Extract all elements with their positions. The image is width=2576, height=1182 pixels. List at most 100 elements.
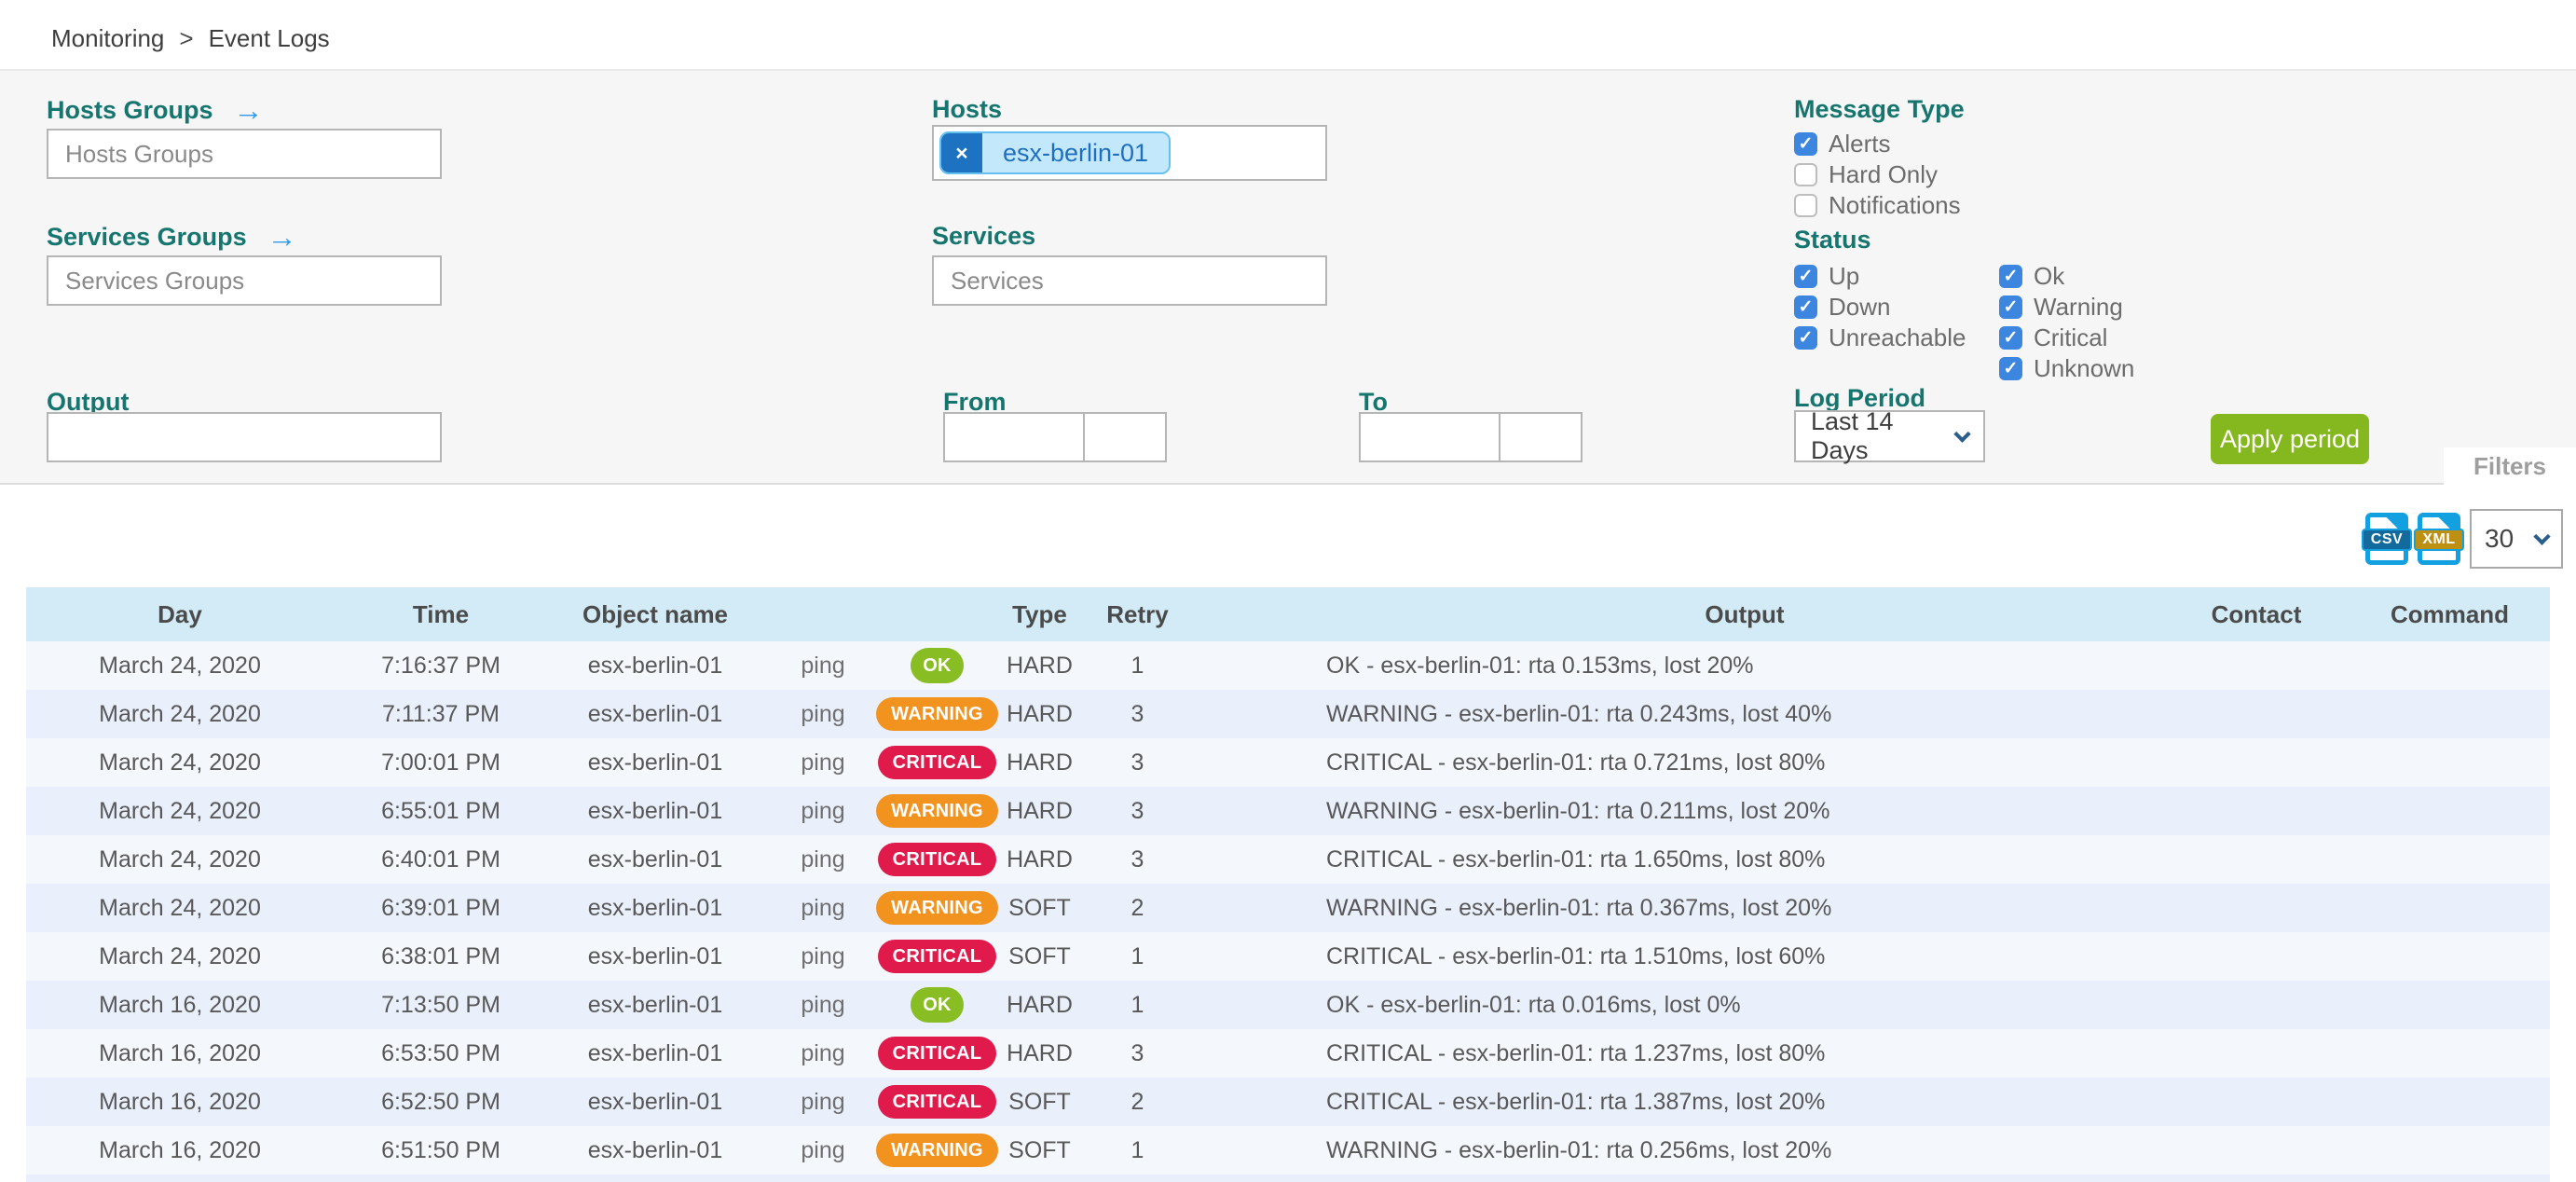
checkbox[interactable] (1794, 194, 1817, 217)
cell-day: March 24, 2020 (99, 894, 261, 921)
checkbox[interactable] (1794, 132, 1817, 156)
status-option[interactable]: Up (1794, 261, 1966, 292)
cell-time: 6:38:01 PM (381, 942, 500, 969)
services-groups-label: Services Groups (47, 222, 247, 251)
cell-object-name[interactable]: esx-berlin-01 (587, 652, 723, 679)
cell-day: March 16, 2020 (99, 1136, 261, 1163)
header-output: Output (1705, 599, 1785, 628)
from-time-input[interactable] (1083, 412, 1167, 462)
hosts-label: Hosts (932, 95, 1003, 123)
message-type-option[interactable]: Notifications (1794, 190, 1961, 221)
checkbox[interactable] (1999, 357, 2022, 380)
cell-service[interactable]: ping (801, 1088, 845, 1115)
cell-object-name[interactable]: esx-berlin-01 (587, 1136, 723, 1163)
cell-output: WARNING - esx-berlin-01: rta 0.367ms, lo… (1326, 894, 1832, 921)
message-type-option[interactable]: Alerts (1794, 129, 1961, 159)
cell-object-name[interactable]: esx-berlin-01 (587, 1039, 723, 1066)
cell-object-name[interactable]: esx-berlin-01 (587, 894, 723, 921)
status-option[interactable]: Down (1794, 292, 1966, 323)
services-input[interactable] (932, 255, 1327, 306)
checkbox[interactable] (1794, 163, 1817, 186)
cell-output: OK - esx-berlin-01: rta 0.016ms, lost 0% (1326, 991, 1741, 1018)
cell-object-name[interactable]: esx-berlin-01 (587, 991, 723, 1018)
cell-object-name[interactable]: esx-berlin-01 (587, 700, 723, 727)
page-size-select[interactable]: 30 (2470, 509, 2563, 569)
services-groups-input[interactable] (47, 255, 442, 306)
cell-type: SOFT (1008, 1136, 1071, 1163)
cell-type: SOFT (1008, 1088, 1071, 1115)
xml-band: XML (2414, 529, 2464, 551)
checkbox-label: Up (1829, 262, 1860, 290)
status-option[interactable]: Critical (1999, 323, 2134, 353)
checkbox[interactable] (1794, 265, 1817, 288)
page-size-value: 30 (2485, 524, 2514, 553)
filter-panel: Hosts Groups → Services Groups → Output … (0, 69, 2576, 485)
checkbox[interactable] (1794, 296, 1817, 319)
cell-object-name[interactable]: esx-berlin-01 (587, 1088, 723, 1115)
cell-service[interactable]: ping (801, 652, 845, 679)
cell-day: March 24, 2020 (99, 749, 261, 776)
hosts-groups-arrow-icon[interactable]: → (233, 93, 264, 127)
header-day: Day (158, 599, 202, 628)
table-row: March 24, 2020 6:55:01 PM esx-berlin-01 … (26, 787, 2550, 835)
cell-time: 7:00:01 PM (381, 749, 500, 776)
checkbox[interactable] (1794, 326, 1817, 350)
to-time-input[interactable] (1499, 412, 1583, 462)
cell-service[interactable]: ping (801, 845, 845, 873)
cell-service[interactable]: ping (801, 700, 845, 727)
status-option[interactable]: Unreachable (1794, 323, 1966, 353)
hosts-input[interactable]: × esx-berlin-01 (932, 125, 1327, 181)
from-date-input[interactable] (943, 412, 1085, 462)
log-period-label: Log Period (1794, 384, 1925, 412)
header-contact: Contact (2211, 599, 2302, 628)
cell-output: CRITICAL - esx-berlin-01: rta 1.510ms, l… (1326, 942, 1826, 969)
status-badge: CRITICAL (877, 940, 997, 973)
cell-output: CRITICAL - esx-berlin-01: rta 1.387ms, l… (1326, 1088, 1826, 1115)
table-body: March 24, 2020 7:16:37 PM esx-berlin-01 … (26, 641, 2550, 1175)
status-option[interactable]: Warning (1999, 292, 2134, 323)
header-retry: Retry (1106, 599, 1169, 628)
cell-service[interactable]: ping (801, 797, 845, 824)
to-date-input[interactable] (1359, 412, 1500, 462)
status-badge: OK (911, 648, 964, 683)
cell-service[interactable]: ping (801, 749, 845, 776)
cell-service[interactable]: ping (801, 942, 845, 969)
hosts-groups-input[interactable] (47, 129, 442, 179)
output-input[interactable] (47, 412, 442, 462)
cell-service[interactable]: ping (801, 1136, 845, 1163)
cell-service[interactable]: ping (801, 894, 845, 921)
cell-type: HARD (1007, 797, 1073, 824)
hosts-groups-label: Hosts Groups (47, 95, 213, 124)
cell-object-name[interactable]: esx-berlin-01 (587, 845, 723, 873)
checkbox[interactable] (1999, 296, 2022, 319)
apply-period-button[interactable]: Apply period (2211, 414, 2369, 464)
remove-host-tag-icon[interactable]: × (941, 133, 982, 172)
services-groups-arrow-icon[interactable]: → (267, 220, 297, 254)
cell-output: WARNING - esx-berlin-01: rta 0.243ms, lo… (1326, 700, 1832, 727)
cell-object-name[interactable]: esx-berlin-01 (587, 942, 723, 969)
status-badge: CRITICAL (877, 746, 997, 779)
cell-object-name[interactable]: esx-berlin-01 (587, 797, 723, 824)
cell-service[interactable]: ping (801, 1039, 845, 1066)
cell-retry: 3 (1130, 749, 1144, 776)
cell-retry: 1 (1130, 991, 1144, 1018)
cell-object-name[interactable]: esx-berlin-01 (587, 749, 723, 776)
export-bar: CSV XML 30 (2362, 509, 2563, 569)
checkbox[interactable] (1999, 326, 2022, 350)
cell-type: HARD (1007, 749, 1073, 776)
message-type-option[interactable]: Hard Only (1794, 159, 1961, 190)
breadcrumb-section[interactable]: Monitoring (51, 24, 165, 52)
cell-retry: 2 (1130, 894, 1144, 921)
table-row: March 24, 2020 6:38:01 PM esx-berlin-01 … (26, 932, 2550, 981)
status-option[interactable]: Ok (1999, 261, 2134, 292)
cell-time: 6:39:01 PM (381, 894, 500, 921)
status-option[interactable]: Unknown (1999, 353, 2134, 384)
checkbox[interactable] (1999, 265, 2022, 288)
export-xml-icon[interactable]: XML (2414, 513, 2464, 565)
export-csv-icon[interactable]: CSV (2362, 513, 2412, 565)
filters-tab[interactable]: Filters (2444, 447, 2576, 485)
cell-service[interactable]: ping (801, 991, 845, 1018)
log-period-select[interactable]: Last 14 Days (1794, 407, 1985, 464)
header-time: Time (412, 599, 470, 628)
cell-retry: 3 (1130, 845, 1144, 873)
